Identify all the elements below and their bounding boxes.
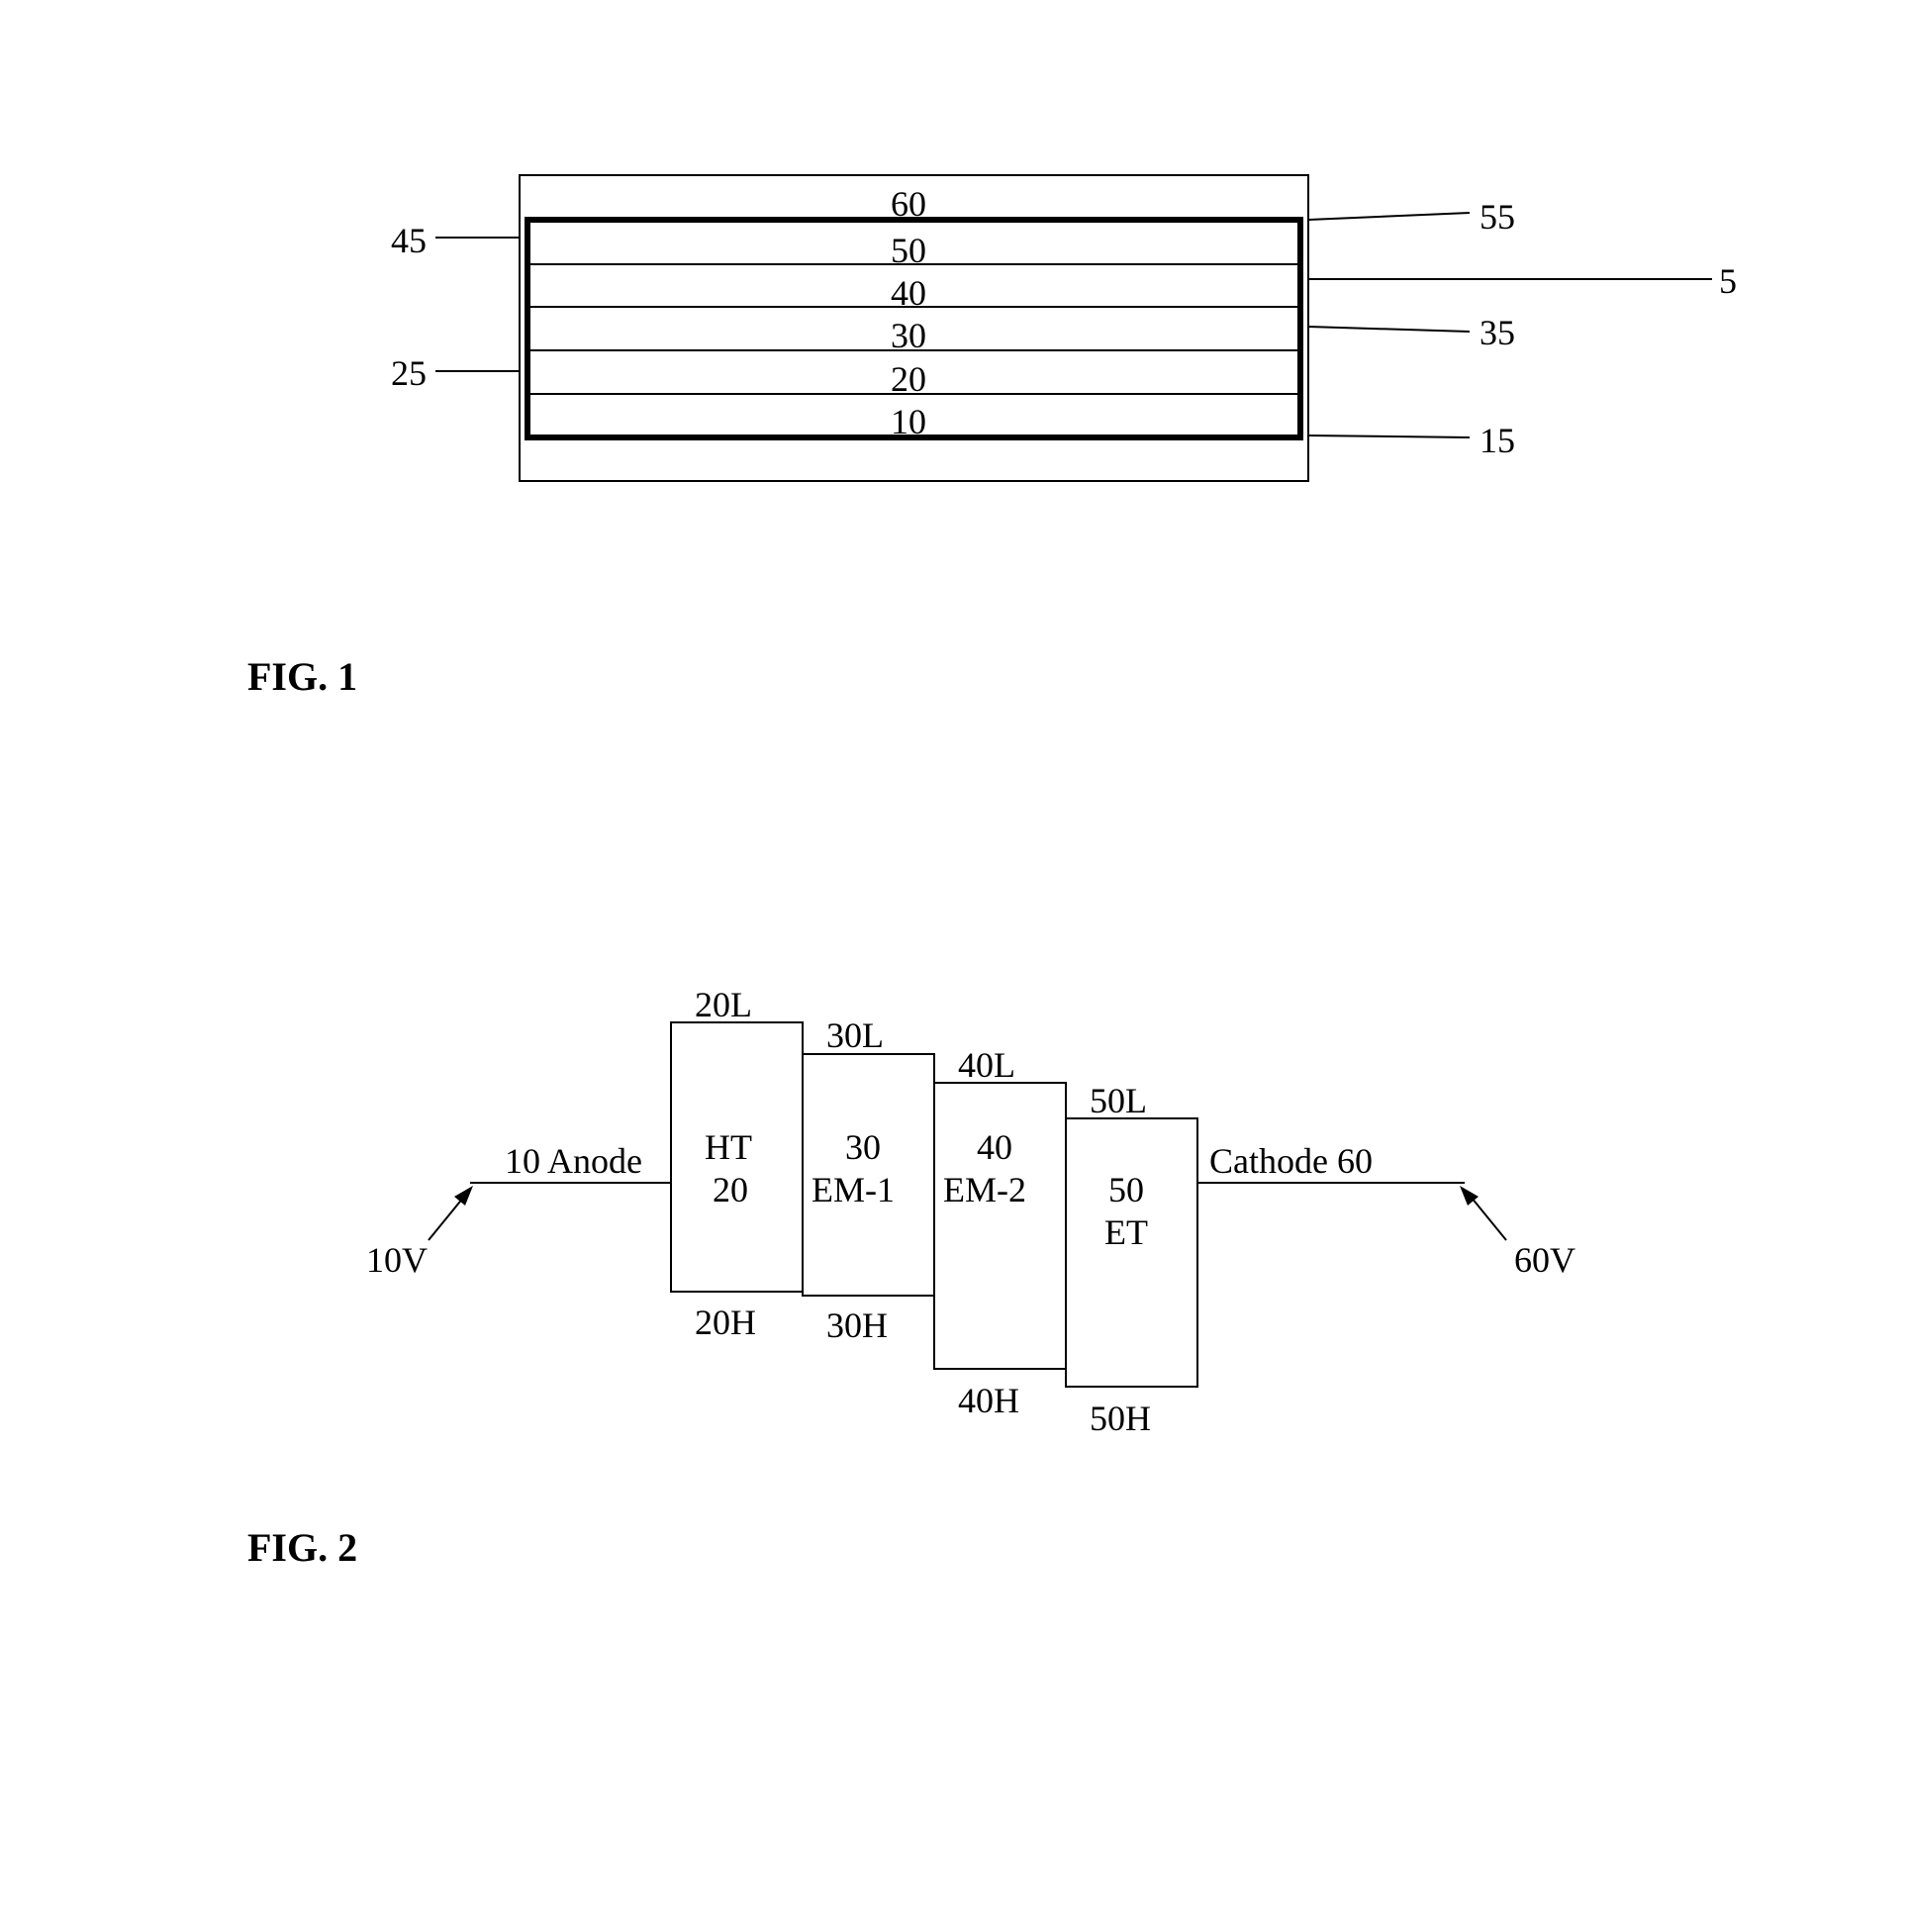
fig2-cathode-label: Cathode 60 — [1209, 1140, 1373, 1182]
fig2-caption: FIG. 2 — [247, 1524, 357, 1571]
fig1-callout-55: 55 — [1480, 196, 1515, 238]
fig2-arrow-60v — [1460, 1186, 1506, 1240]
fig2-30l: 30L — [826, 1014, 884, 1056]
fig2-60v-label: 60V — [1514, 1239, 1576, 1281]
fig1-layer-60: 60 — [891, 183, 926, 225]
fig1-layer-10: 10 — [891, 401, 926, 442]
fig1-callout-45: 45 — [391, 220, 427, 261]
fig1-caption: FIG. 1 — [247, 653, 357, 700]
figure1-svg — [0, 0, 1910, 1932]
fig1-callout-line — [1308, 327, 1470, 332]
fig1-layer-30: 30 — [891, 315, 926, 356]
fig2-em1-name: 30 — [845, 1126, 881, 1168]
fig2-ht-num: 20 — [713, 1169, 748, 1210]
fig2-30h: 30H — [826, 1304, 888, 1346]
fig1-layer-40: 40 — [891, 272, 926, 314]
fig2-50h: 50H — [1090, 1398, 1151, 1439]
fig2-40l: 40L — [958, 1044, 1015, 1086]
fig2-20h: 20H — [695, 1302, 756, 1343]
fig1-layer-50: 50 — [891, 230, 926, 271]
fig2-em2-name: 40 — [977, 1126, 1012, 1168]
fig2-arrow-10v — [429, 1186, 473, 1240]
fig2-10v-label: 10V — [366, 1239, 428, 1281]
fig1-callout-line — [1308, 435, 1470, 437]
fig2-ht-name: HT — [705, 1126, 752, 1168]
fig1-layer-20: 20 — [891, 358, 926, 400]
fig2-20l: 20L — [695, 984, 752, 1025]
fig2-et-num: ET — [1104, 1211, 1148, 1253]
fig1-callout-5: 5 — [1719, 260, 1737, 302]
fig2-40h: 40H — [958, 1380, 1019, 1421]
fig1-callout-15: 15 — [1480, 420, 1515, 461]
fig2-em1-num: EM-1 — [812, 1169, 895, 1210]
fig2-em2-num: EM-2 — [943, 1169, 1026, 1210]
fig1-callout-25: 25 — [391, 352, 427, 394]
fig1-callout-line — [1308, 213, 1470, 220]
fig2-anode-label: 10 Anode — [505, 1140, 642, 1182]
fig2-50l: 50L — [1090, 1080, 1147, 1121]
fig1-callout-35: 35 — [1480, 312, 1515, 353]
fig2-et-name: 50 — [1108, 1169, 1144, 1210]
